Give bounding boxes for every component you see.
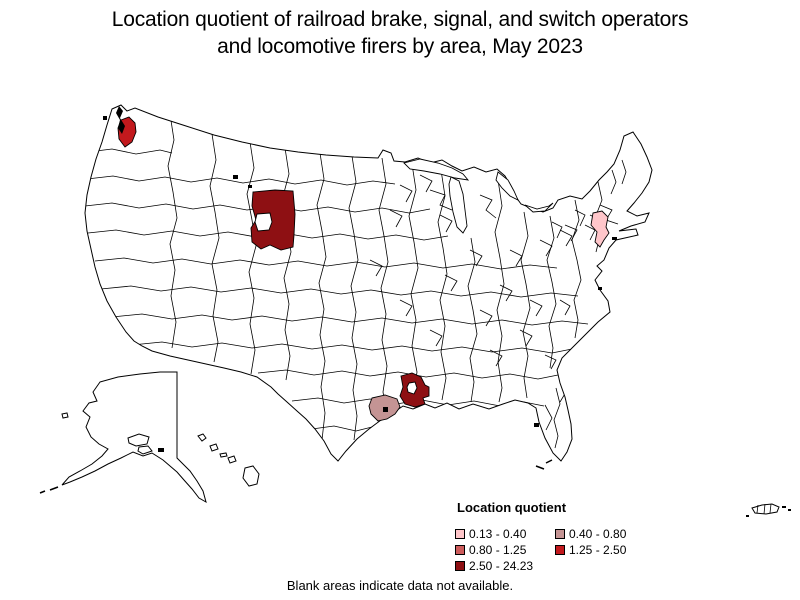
region-nd-inner-area bbox=[254, 212, 273, 232]
hawaii-kauai bbox=[197, 433, 207, 442]
florida-keys bbox=[535, 459, 553, 470]
region-la-inner-area bbox=[406, 381, 418, 395]
hawaii-molokai bbox=[219, 452, 228, 458]
legend-swatch bbox=[555, 545, 565, 555]
page-title: Location quotient of railroad brake, sig… bbox=[0, 6, 800, 60]
legend-item: 2.50 - 24.23 bbox=[455, 559, 555, 573]
legend-swatch bbox=[455, 545, 465, 555]
lake-superior bbox=[403, 158, 470, 181]
legend-item: 1.25 - 2.50 bbox=[555, 543, 667, 557]
great-lakes bbox=[403, 158, 554, 234]
puerto-rico-areas bbox=[756, 503, 772, 515]
puget-sound-water bbox=[116, 106, 125, 134]
legend: Location quotient 0.13 - 0.40 0.40 - 0.8… bbox=[455, 500, 685, 573]
hawaii-oahu bbox=[209, 443, 219, 452]
legend-item: 0.40 - 0.80 bbox=[555, 527, 667, 541]
legend-item: 0.13 - 0.40 bbox=[455, 527, 555, 541]
aleutian-islands bbox=[39, 486, 59, 494]
hawaii-big-island bbox=[242, 465, 260, 487]
page-title-line2: and locomotive firers by area, May 2023 bbox=[217, 35, 583, 58]
legend-label: 2.50 - 24.23 bbox=[469, 559, 534, 573]
lake-huron bbox=[495, 171, 519, 201]
lake-erie bbox=[524, 202, 554, 213]
highlighted-regions bbox=[117, 116, 610, 422]
puerto-rico-inset bbox=[746, 503, 791, 517]
alaska-area-1 bbox=[127, 433, 150, 447]
page-title-line1: Location quotient of railroad brake, sig… bbox=[111, 8, 689, 31]
legend-label: 1.25 - 2.50 bbox=[569, 543, 627, 557]
legend-swatch bbox=[455, 561, 465, 571]
legend-items: 0.13 - 0.40 0.40 - 0.80 0.80 - 1.25 1.25… bbox=[455, 527, 685, 573]
legend-label: 0.13 - 0.40 bbox=[469, 527, 527, 541]
legend-title: Location quotient bbox=[457, 500, 567, 515]
legend-label: 0.80 - 1.25 bbox=[469, 543, 527, 557]
st-lawrence-island bbox=[61, 412, 69, 419]
dense-boundary-specks bbox=[103, 106, 617, 470]
legend-swatch bbox=[455, 529, 465, 539]
legend-item: 0.80 - 1.25 bbox=[455, 543, 555, 557]
alaska-area-2 bbox=[137, 445, 153, 455]
hawaii-inset bbox=[197, 433, 260, 487]
footer-note: Blank areas indicate data not available. bbox=[286, 578, 514, 593]
puerto-rico-outline bbox=[751, 503, 780, 515]
legend-swatch bbox=[555, 529, 565, 539]
region-tx-inner-speck bbox=[383, 407, 388, 412]
region-northern-new-jersey bbox=[590, 210, 610, 248]
lake-michigan bbox=[448, 176, 468, 234]
legend-label: 0.40 - 0.80 bbox=[569, 527, 627, 541]
hawaii-maui bbox=[227, 455, 237, 464]
alaska-inset bbox=[39, 371, 207, 504]
